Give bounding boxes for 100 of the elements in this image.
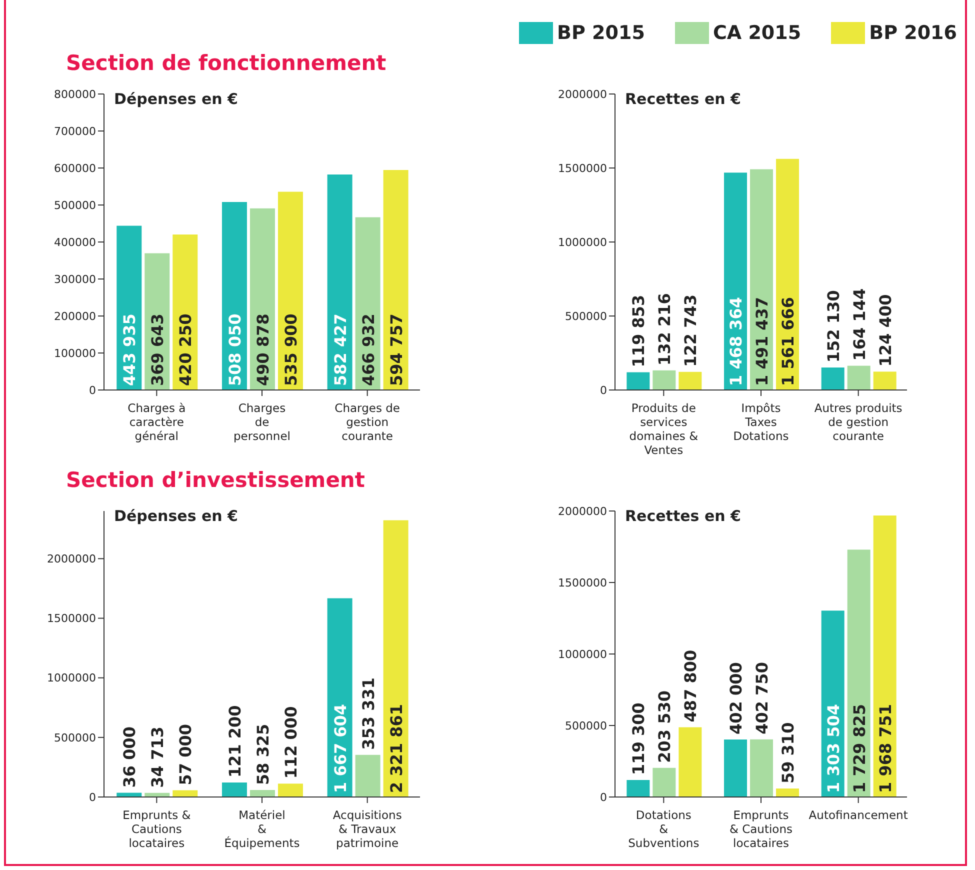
data-label: 122 743 [681,294,700,367]
data-label: 508 050 [225,314,244,386]
data-label: 1 968 751 [876,704,895,793]
y-tick-label: 0 [89,790,96,804]
data-label: 1 729 825 [850,704,869,793]
bar [652,768,676,797]
y-tick-label: 300000 [54,272,96,286]
bar [750,169,774,390]
data-label: 353 331 [358,678,378,750]
bar [678,372,702,390]
y-tick-label: 500000 [565,310,607,323]
y-tick-label: 1500000 [558,576,607,590]
bar [116,792,142,797]
x-tick-label: Autofinancement [808,808,908,822]
data-label: 420 250 [176,314,196,386]
chart-title: Recettes en € [625,90,741,108]
y-tick-label: 1500000 [47,612,96,626]
bar [750,739,774,797]
data-label: 57 000 [176,724,196,786]
y-tick-label: 0 [600,790,607,804]
bar [355,754,380,797]
y-tick-label: 200000 [54,310,96,323]
data-label: 402 750 [752,662,772,734]
y-tick-label: 500000 [565,719,607,732]
y-tick-label: 500000 [54,198,96,212]
bar [652,370,676,390]
bar [172,790,198,797]
x-tick-label: Charges de gestion courante [334,401,400,443]
data-label: 1 561 666 [778,296,798,386]
x-tick-label: Emprunts & Cautions locataires [729,808,793,850]
y-tick-label: 800000 [54,88,96,101]
bar [278,192,303,390]
x-tick-label: Impôts Taxes Dotations [733,401,789,443]
data-label: 1 303 504 [824,704,843,793]
chart-title: Dépenses en € [114,90,238,108]
data-label: 164 144 [850,288,869,361]
y-tick-label: 1000000 [558,236,607,249]
y-tick-label: 0 [600,384,607,397]
y-tick-label: 600000 [54,162,96,175]
data-label: 1 491 437 [752,296,772,386]
data-label: 2 321 861 [386,704,406,793]
y-tick-label: 400000 [54,236,96,249]
data-label: 535 900 [281,314,300,386]
data-label: 119 300 [629,702,648,775]
x-tick-label: Charges à caractère général [128,401,186,443]
bar [776,788,800,797]
bar [847,366,870,390]
bar [678,727,702,797]
bar [626,780,650,797]
data-label: 369 643 [148,314,168,386]
y-tick-label: 2000000 [47,552,96,566]
data-label: 582 427 [330,314,350,386]
bar [821,367,844,390]
chart-subtitle: Section de fonctionnement [65,50,388,77]
data-label: 112 000 [281,706,300,779]
y-tick-label: 2000000 [558,504,607,518]
y-tick-label: 100000 [54,346,96,360]
y-tick-label: 500000 [54,731,96,744]
data-label: 1 667 604 [330,704,350,793]
chart-subtitle: Section d’investissement [65,467,366,494]
data-label: 119 853 [629,294,648,368]
data-label: 490 878 [253,314,272,386]
data-label: 487 800 [681,650,700,722]
bar [873,515,896,797]
data-label: 203 530 [655,690,674,763]
data-label: 121 200 [225,705,244,778]
data-label: 594 757 [386,314,406,386]
data-label: 466 932 [358,314,378,386]
x-tick-label: Produits de services domaines & Ventes [629,401,698,457]
y-tick-label: 2000000 [558,88,607,101]
x-tick-label: Autres produits de gestion courante [814,401,902,443]
data-label: 34 713 [148,726,168,788]
bar [776,158,800,390]
data-label: 152 130 [824,290,843,362]
chart-title: Dépenses en € [114,507,238,525]
data-label: 443 935 [120,314,140,386]
data-label: 132 216 [655,293,674,366]
data-label: 58 325 [253,724,272,786]
y-tick-label: 1000000 [47,672,96,685]
bar [383,170,408,390]
y-tick-label: 0 [89,384,96,397]
x-tick-label: Charges de personnel [234,401,290,443]
chart-title: Recettes en € [625,507,741,525]
bar [626,372,650,390]
legend-label: CA 2015 [712,22,802,44]
bar [847,550,870,797]
y-tick-label: 1500000 [558,162,607,175]
bar [278,784,303,797]
bar [383,520,408,797]
x-tick-label: Dotations & Subventions [628,808,700,850]
y-tick-label: 700000 [54,124,96,138]
bar [222,782,247,797]
bar [250,790,275,797]
bar [873,372,896,390]
bar [724,740,748,797]
y-tick-label: 1000000 [558,648,607,661]
data-label: 402 000 [726,662,746,735]
legend-label: BP 2015 [557,22,645,44]
bar [327,174,352,390]
data-label: 1 468 364 [726,296,746,386]
